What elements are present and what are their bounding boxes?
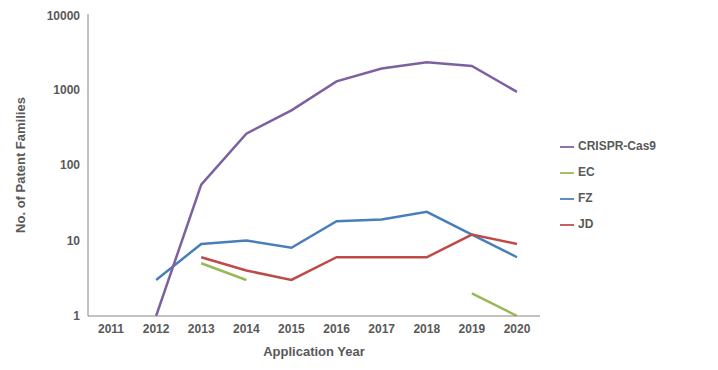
svg-text:2011: 2011 — [98, 322, 124, 336]
svg-text:1: 1 — [73, 309, 80, 323]
svg-text:2018: 2018 — [413, 322, 440, 336]
svg-text:100: 100 — [60, 158, 80, 172]
svg-text:2012: 2012 — [143, 322, 170, 336]
svg-text:2020: 2020 — [504, 322, 531, 336]
svg-text:1000: 1000 — [53, 83, 80, 97]
svg-text:10: 10 — [67, 234, 81, 248]
svg-text:No. of Patent Families: No. of Patent Families — [13, 97, 28, 233]
html-text:JD: JD — [578, 217, 594, 231]
svg-text:2019: 2019 — [459, 322, 486, 336]
svg-text:Application Year: Application Year — [263, 344, 365, 359]
svg-text:2017: 2017 — [368, 322, 395, 336]
html-text:CRISPR-Cas9: CRISPR-Cas9 — [578, 139, 656, 153]
svg-text:2013: 2013 — [188, 322, 215, 336]
svg-text:2015: 2015 — [278, 322, 305, 336]
svg-text:10000: 10000 — [47, 9, 81, 23]
html-text:EC: EC — [578, 165, 595, 179]
svg-text:2014: 2014 — [233, 322, 260, 336]
html-text:FZ: FZ — [578, 191, 593, 205]
svg-text:2016: 2016 — [323, 322, 350, 336]
